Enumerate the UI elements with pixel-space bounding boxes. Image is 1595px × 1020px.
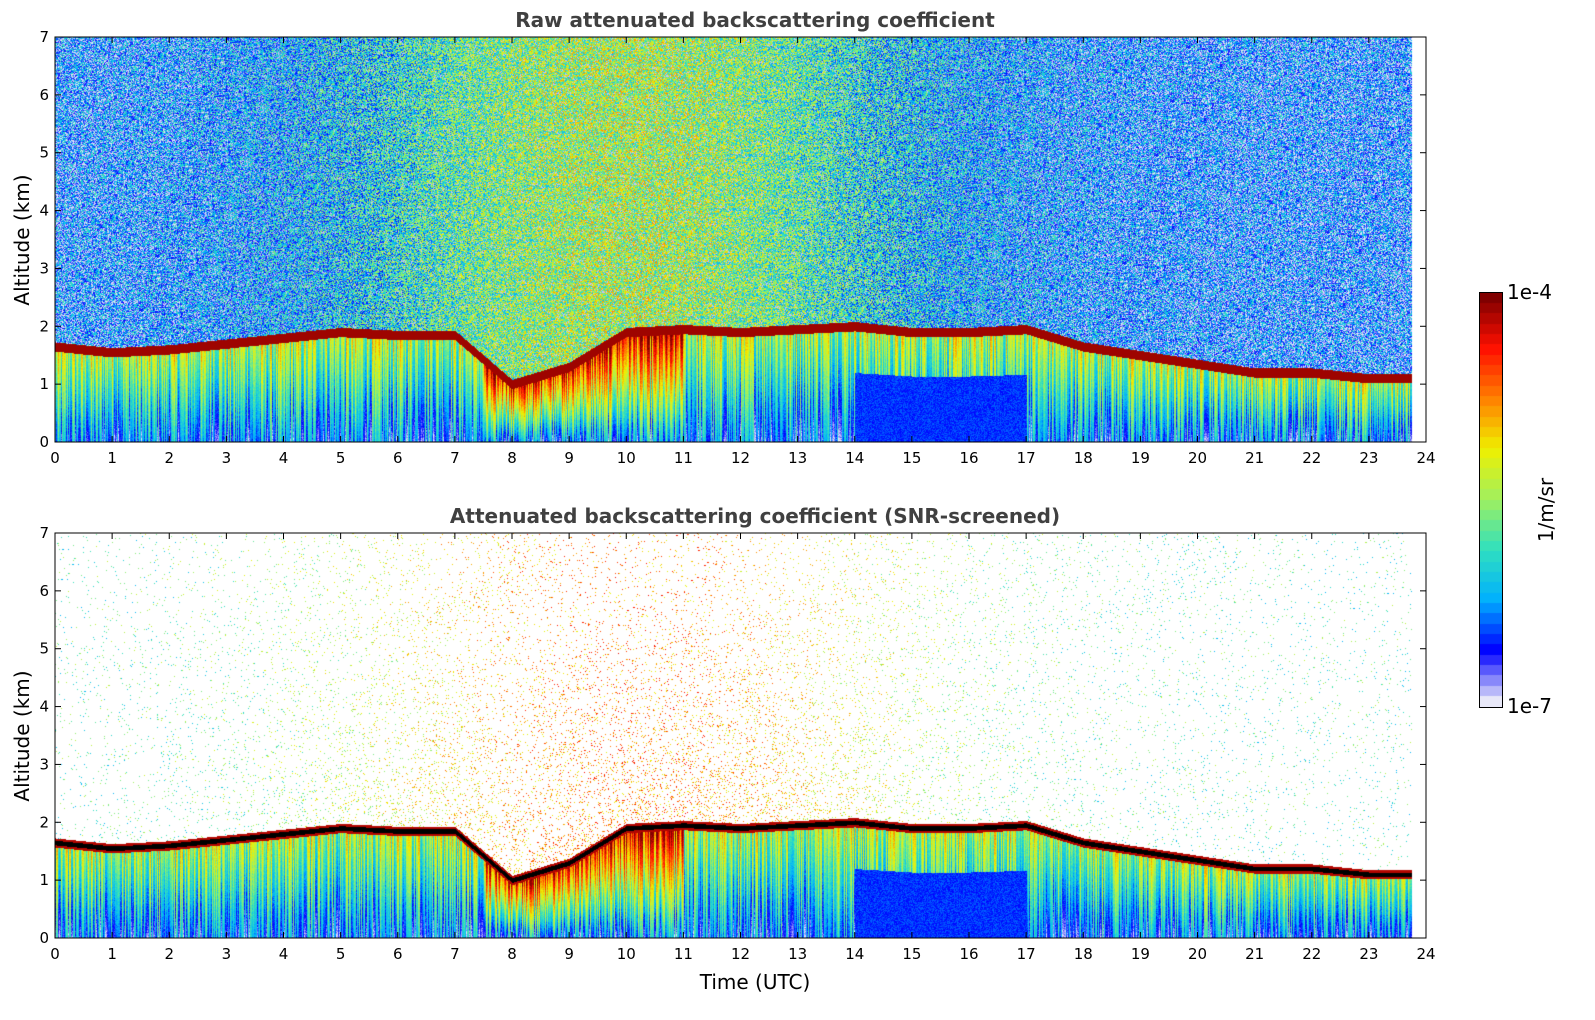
- top-y-tick-label: 3: [39, 259, 49, 277]
- bottom-x-tick-label: 5: [336, 945, 346, 963]
- top-x-tick-label: 4: [279, 449, 289, 467]
- bottom-y-tick-label: 3: [39, 755, 49, 773]
- top-y-tick-label: 7: [39, 28, 49, 46]
- colorbar-max-label: 1e-4: [1507, 280, 1552, 304]
- bottom-x-tick-label: 6: [393, 945, 403, 963]
- top-x-tick-label: 1: [107, 449, 117, 467]
- bottom-x-tick-label: 12: [731, 945, 750, 963]
- bottom-y-tick-label: 0: [39, 929, 49, 947]
- top-x-tick-label: 23: [1359, 449, 1378, 467]
- top-x-tick-label: 16: [959, 449, 978, 467]
- bottom-backscatter-heatmap: [55, 533, 1426, 938]
- bottom-x-tick-label: 2: [164, 945, 174, 963]
- top-x-tick-label: 0: [50, 449, 60, 467]
- bottom-x-tick-label: 9: [564, 945, 574, 963]
- top-x-tick-label: 21: [1245, 449, 1264, 467]
- top-x-tick-label: 20: [1188, 449, 1207, 467]
- bottom-y-tick-label: 7: [39, 524, 49, 542]
- x-axis-label: Time (UTC): [699, 970, 811, 994]
- top-x-tick-label: 2: [164, 449, 174, 467]
- top-x-tick-label: 22: [1302, 449, 1321, 467]
- top-x-tick-label: 11: [674, 449, 693, 467]
- bottom-x-tick-label: 24: [1416, 945, 1435, 963]
- bottom-y-tick-label: 1: [39, 871, 49, 889]
- top-x-tick-label: 13: [788, 449, 807, 467]
- bottom-x-tick-label: 14: [845, 945, 864, 963]
- top-x-tick-label: 3: [222, 449, 232, 467]
- bottom-x-tick-label: 23: [1359, 945, 1378, 963]
- top-y-tick-label: 1: [39, 375, 49, 393]
- bottom-x-tick-label: 11: [674, 945, 693, 963]
- colorbar: [1479, 292, 1503, 708]
- top-x-tick-label: 24: [1416, 449, 1435, 467]
- top-y-tick-label: 5: [39, 144, 49, 162]
- bottom-y-tick-label: 6: [39, 582, 49, 600]
- top-y-tick-label: 2: [39, 317, 49, 335]
- bottom-x-tick-label: 19: [1131, 945, 1150, 963]
- bottom-x-tick-label: 4: [279, 945, 289, 963]
- top-y-tick-label: 0: [39, 433, 49, 451]
- colorbar-unit-label: 1/m/sr: [1534, 477, 1558, 543]
- bottom-y-tick-label: 4: [39, 698, 49, 716]
- top-plot-frame: [54, 36, 1427, 443]
- top-x-tick-label: 14: [845, 449, 864, 467]
- top-x-tick-label: 19: [1131, 449, 1150, 467]
- bottom-x-tick-label: 8: [507, 945, 517, 963]
- top-x-tick-label: 5: [336, 449, 346, 467]
- bottom-x-tick-label: 13: [788, 945, 807, 963]
- colorbar-min-label: 1e-7: [1507, 694, 1552, 718]
- top-y-tick-label: 4: [39, 202, 49, 220]
- bottom-x-tick-label: 16: [959, 945, 978, 963]
- top-panel-title: Raw attenuated backscattering coefficien…: [515, 8, 995, 32]
- bottom-x-tick-label: 22: [1302, 945, 1321, 963]
- bottom-x-tick-label: 3: [222, 945, 232, 963]
- bottom-x-tick-label: 0: [50, 945, 60, 963]
- top-x-tick-label: 17: [1017, 449, 1036, 467]
- bottom-x-tick-label: 10: [617, 945, 636, 963]
- bottom-x-tick-label: 7: [450, 945, 460, 963]
- top-y-tick-label: 6: [39, 86, 49, 104]
- bottom-panel-title: Attenuated backscattering coefficient (S…: [449, 504, 1061, 528]
- top-x-tick-label: 9: [564, 449, 574, 467]
- top-x-tick-label: 8: [507, 449, 517, 467]
- bottom-y-tick-label: 5: [39, 640, 49, 658]
- bottom-y-tick-label: 2: [39, 813, 49, 831]
- bottom-plot-frame: [54, 532, 1427, 939]
- top-x-tick-label: 18: [1074, 449, 1093, 467]
- bottom-x-tick-label: 20: [1188, 945, 1207, 963]
- top-x-tick-label: 15: [902, 449, 921, 467]
- top-x-tick-label: 6: [393, 449, 403, 467]
- top-x-tick-label: 7: [450, 449, 460, 467]
- bottom-x-tick-label: 15: [902, 945, 921, 963]
- bottom-x-tick-label: 21: [1245, 945, 1264, 963]
- bottom-x-tick-label: 1: [107, 945, 117, 963]
- top-x-tick-label: 12: [731, 449, 750, 467]
- bottom-x-tick-label: 17: [1017, 945, 1036, 963]
- top-x-tick-label: 10: [617, 449, 636, 467]
- top-backscatter-heatmap: [55, 37, 1426, 442]
- bottom-x-tick-label: 18: [1074, 945, 1093, 963]
